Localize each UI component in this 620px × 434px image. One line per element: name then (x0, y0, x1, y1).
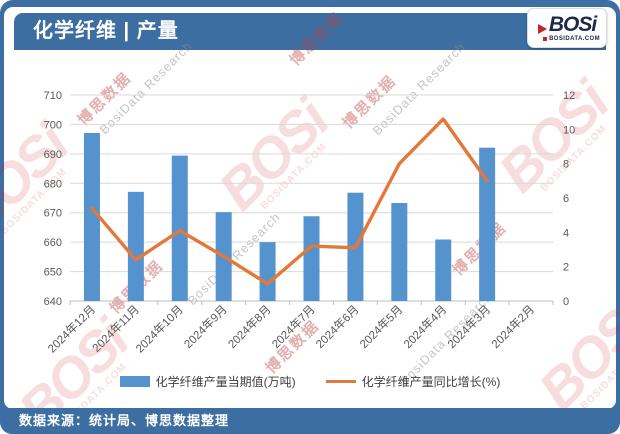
data-source: 数据来源：统计局、博思数据整理 (19, 413, 230, 428)
svg-text:0: 0 (563, 296, 569, 308)
logo-dot-icon (543, 37, 548, 41)
svg-text:2024年6月: 2024年6月 (313, 302, 362, 351)
legend-line-label: 化学纤维产量同比增长(%) (361, 375, 501, 389)
svg-text:640: 640 (44, 296, 62, 308)
bar-series (83, 132, 496, 301)
svg-text:4: 4 (563, 227, 569, 239)
svg-text:2024年4月: 2024年4月 (401, 302, 450, 351)
line-series (90, 117, 489, 286)
bar-2024年4月 (435, 239, 452, 301)
bar-2024年3月 (479, 147, 496, 301)
svg-text:10: 10 (563, 124, 575, 136)
legend-item-production: 化学纤维产量当期值(万吨) (119, 373, 296, 390)
bosi-logo-main: BOSi (537, 13, 597, 36)
growth-line (90, 117, 489, 286)
bosi-logo: BOSi BOSIDATA.COM (527, 8, 607, 48)
chart-legend: 化学纤维产量当期值(万吨) 化学纤维产量同比增长(%) (0, 373, 620, 390)
page-title: 化学纤维 | 产量 (33, 20, 179, 42)
svg-text:700: 700 (44, 119, 62, 131)
logo-domain-text: BOSIDATA.COM (549, 36, 600, 42)
legend-item-growth: 化学纤维产量同比增长(%) (325, 373, 501, 390)
svg-text:2024年2月: 2024年2月 (488, 302, 537, 351)
bar-2024年8月 (259, 242, 276, 301)
logo-arrow-icon (537, 23, 547, 34)
svg-text:2024年10月: 2024年10月 (133, 302, 186, 355)
bar-2024年10月 (171, 155, 188, 301)
bar-2024年12月 (83, 132, 100, 301)
svg-text:2024年8月: 2024年8月 (225, 302, 274, 351)
legend-bar-swatch (119, 376, 150, 387)
svg-text:670: 670 (44, 208, 62, 220)
svg-text:2: 2 (563, 262, 569, 274)
svg-text:2024年7月: 2024年7月 (269, 302, 318, 351)
x-axis (69, 300, 554, 305)
logo-text: BOSi (548, 13, 597, 36)
svg-text:690: 690 (44, 149, 62, 161)
svg-text:8: 8 (563, 159, 569, 171)
chart-card (4, 7, 616, 409)
svg-text:710: 710 (44, 90, 62, 102)
svg-text:12: 12 (563, 90, 575, 102)
svg-text:660: 660 (44, 237, 62, 249)
legend-line-swatch (325, 379, 356, 384)
header-bar: 化学纤维 | 产量 (14, 13, 606, 50)
logo-domain: BOSIDATA.COM (543, 36, 600, 42)
svg-text:2024年5月: 2024年5月 (357, 302, 406, 351)
svg-text:2024年12月: 2024年12月 (45, 302, 98, 355)
svg-text:650: 650 (44, 267, 62, 279)
combo-chart: 640 650 660 670 680 690 700 710 0 2 4 6 8 10 12 2024年12… (44, 90, 576, 356)
bar-2024年7月 (303, 216, 320, 301)
svg-text:680: 680 (44, 178, 62, 190)
svg-text:2024年9月: 2024年9月 (181, 302, 230, 351)
bar-2024年11月 (127, 191, 144, 301)
svg-text:6: 6 (563, 193, 569, 205)
bar-2024年5月 (391, 203, 408, 301)
legend-bar-label: 化学纤维产量当期值(万吨) (155, 375, 296, 389)
svg-text:2024年3月: 2024年3月 (444, 302, 493, 351)
footer-bar: 数据来源：统计局、博思数据整理 (0, 408, 620, 434)
